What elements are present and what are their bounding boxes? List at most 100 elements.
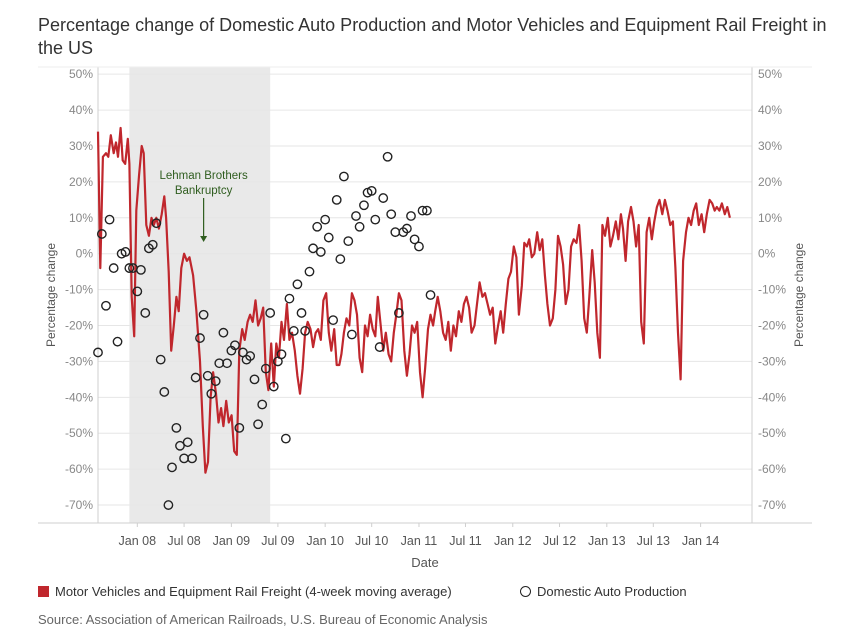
scatter-point-auto-production [210,376,221,387]
scatter-point-auto-production [155,354,166,365]
legend-label-rail-freight: Motor Vehicles and Equipment Rail Freigh… [55,584,452,599]
y-tick-label-left: -60% [65,462,93,476]
annotation-text: Bankruptcy [175,185,233,197]
scatter-point-auto-production [425,290,436,300]
scatter-point-auto-production [120,247,131,257]
y-tick-label-right: -40% [758,390,786,404]
y-tick-label-right: 50% [758,67,782,81]
y-tick-label-left: -70% [65,498,93,512]
scatter-point-auto-production [304,266,315,277]
scatter-point-auto-production [136,264,146,275]
scatter-point-auto-production [401,223,412,234]
x-tick-label: Jul 12 [543,534,576,548]
scatter-point-auto-production [140,308,151,318]
scatter-point-auto-production [406,211,416,221]
scatter-point-auto-production [101,300,111,311]
scatter-point-auto-production [346,329,357,340]
x-tick-label: Jul 11 [449,534,481,548]
scatter-point-auto-production [249,374,260,385]
y-tick-label-right: 40% [758,103,782,117]
scatter-point-auto-production [132,286,143,297]
scatter-point-auto-production [230,340,240,351]
y-tick-label-right: 30% [758,139,782,153]
source-note: Source: Association of American Railroad… [38,612,488,627]
scatter-point-auto-production [245,351,256,361]
scatter-point-auto-production [335,254,346,264]
y-tick-label-right: -20% [758,319,786,333]
y-axis-label-left: Percentage change [44,243,58,347]
x-tick-label: Jan 09 [213,534,251,548]
shaded-region [129,67,271,523]
y-tick-label-left: -10% [65,283,93,297]
y-tick-label-right: 0% [758,247,776,261]
scatter-point-auto-production [124,263,135,273]
scatter-point-auto-production [284,293,295,304]
scatter-point-auto-production [308,243,318,254]
scatter-point-auto-production [171,422,182,433]
x-tick-label: Jul 13 [637,534,670,548]
y-tick-label-left: 20% [69,175,93,189]
scatter-point-auto-production [386,209,397,220]
scatter-point-auto-production [151,218,162,229]
scatter-point-auto-production [198,309,209,320]
y-tick-label-right: -60% [758,462,786,476]
y-tick-label-left: -30% [65,354,93,368]
x-tick-label: Jan 13 [588,534,626,548]
scatter-point-auto-production [96,229,107,239]
scatter-point-auto-production [312,221,323,232]
y-tick-label-right: 20% [758,175,782,189]
x-axis-label: Date [411,555,438,570]
scatter-point-auto-production [280,433,291,444]
y-tick-label-right: -50% [758,426,786,440]
scatter-point-auto-production [234,422,245,433]
scatter-point-auto-production [187,453,197,464]
x-tick-label: Jan 08 [119,534,157,548]
scatter-point-auto-production [147,239,158,250]
y-tick-label-left: 40% [69,103,93,117]
scatter-point-auto-production [163,500,174,510]
legend-item-rail-freight[interactable]: Motor Vehicles and Equipment Rail Freigh… [38,584,452,599]
scatter-point-auto-production [370,214,381,225]
x-tick-label: Jan 14 [682,534,720,548]
scatter-point-auto-production [182,437,193,448]
scatter-point-auto-production [315,247,326,257]
scatter-point-auto-production [422,205,432,216]
scatter-point-auto-production [93,347,103,358]
chart-plot: 50% 50% 40% 40% 30% 30% 20% 20% 10% 10% 0% 0% -10% -1… [38,66,812,570]
scatter-point-auto-production [104,214,115,225]
y-tick-label-left: 10% [69,211,93,225]
y-tick-label-right: -70% [758,498,786,512]
x-tick-label: Jul 10 [355,534,388,548]
legend-label-auto-production: Domestic Auto Production [537,584,687,599]
y-tick-label-right: -10% [758,283,786,297]
x-tick-label: Jul 09 [261,534,294,548]
scatter-point-auto-production [343,236,354,247]
scatter-point-auto-production [159,387,170,397]
scatter-point-auto-production [218,327,229,338]
scatter-point-auto-production [276,349,287,360]
y-tick-label-right: 10% [758,211,782,225]
scatter-point-auto-production [414,241,424,252]
legend-marker-auto-production [520,586,531,597]
x-tick-label: Jan 12 [494,534,532,548]
scatter-point-auto-production [300,326,311,336]
scatter-point-auto-production [378,193,389,203]
y-tick-label-left: -20% [65,319,93,333]
scatter-point-auto-production [339,171,349,182]
scatter-point-auto-production [195,333,205,343]
series-line-rail-freight [96,126,731,474]
legend-item-auto-production[interactable]: Domestic Auto Production [520,584,687,599]
scatter-point-auto-production [320,214,331,225]
y-tick-label-left: 0% [76,247,94,261]
scatter-point-auto-production [323,232,334,243]
scatter-point-auto-production [268,381,279,392]
scatter-point-auto-production [257,399,268,410]
x-tick-label: Jul 08 [167,534,200,548]
scatter-point-auto-production [202,370,213,381]
scatter-point-auto-production [354,221,365,232]
scatter-point-auto-production [331,194,342,205]
y-tick-label-left: 30% [69,139,93,153]
annotation-text: Lehman Brothers [160,170,248,182]
chart-title: Percentage change of Domestic Auto Produ… [38,15,827,58]
scatter-point-auto-production [175,440,185,451]
